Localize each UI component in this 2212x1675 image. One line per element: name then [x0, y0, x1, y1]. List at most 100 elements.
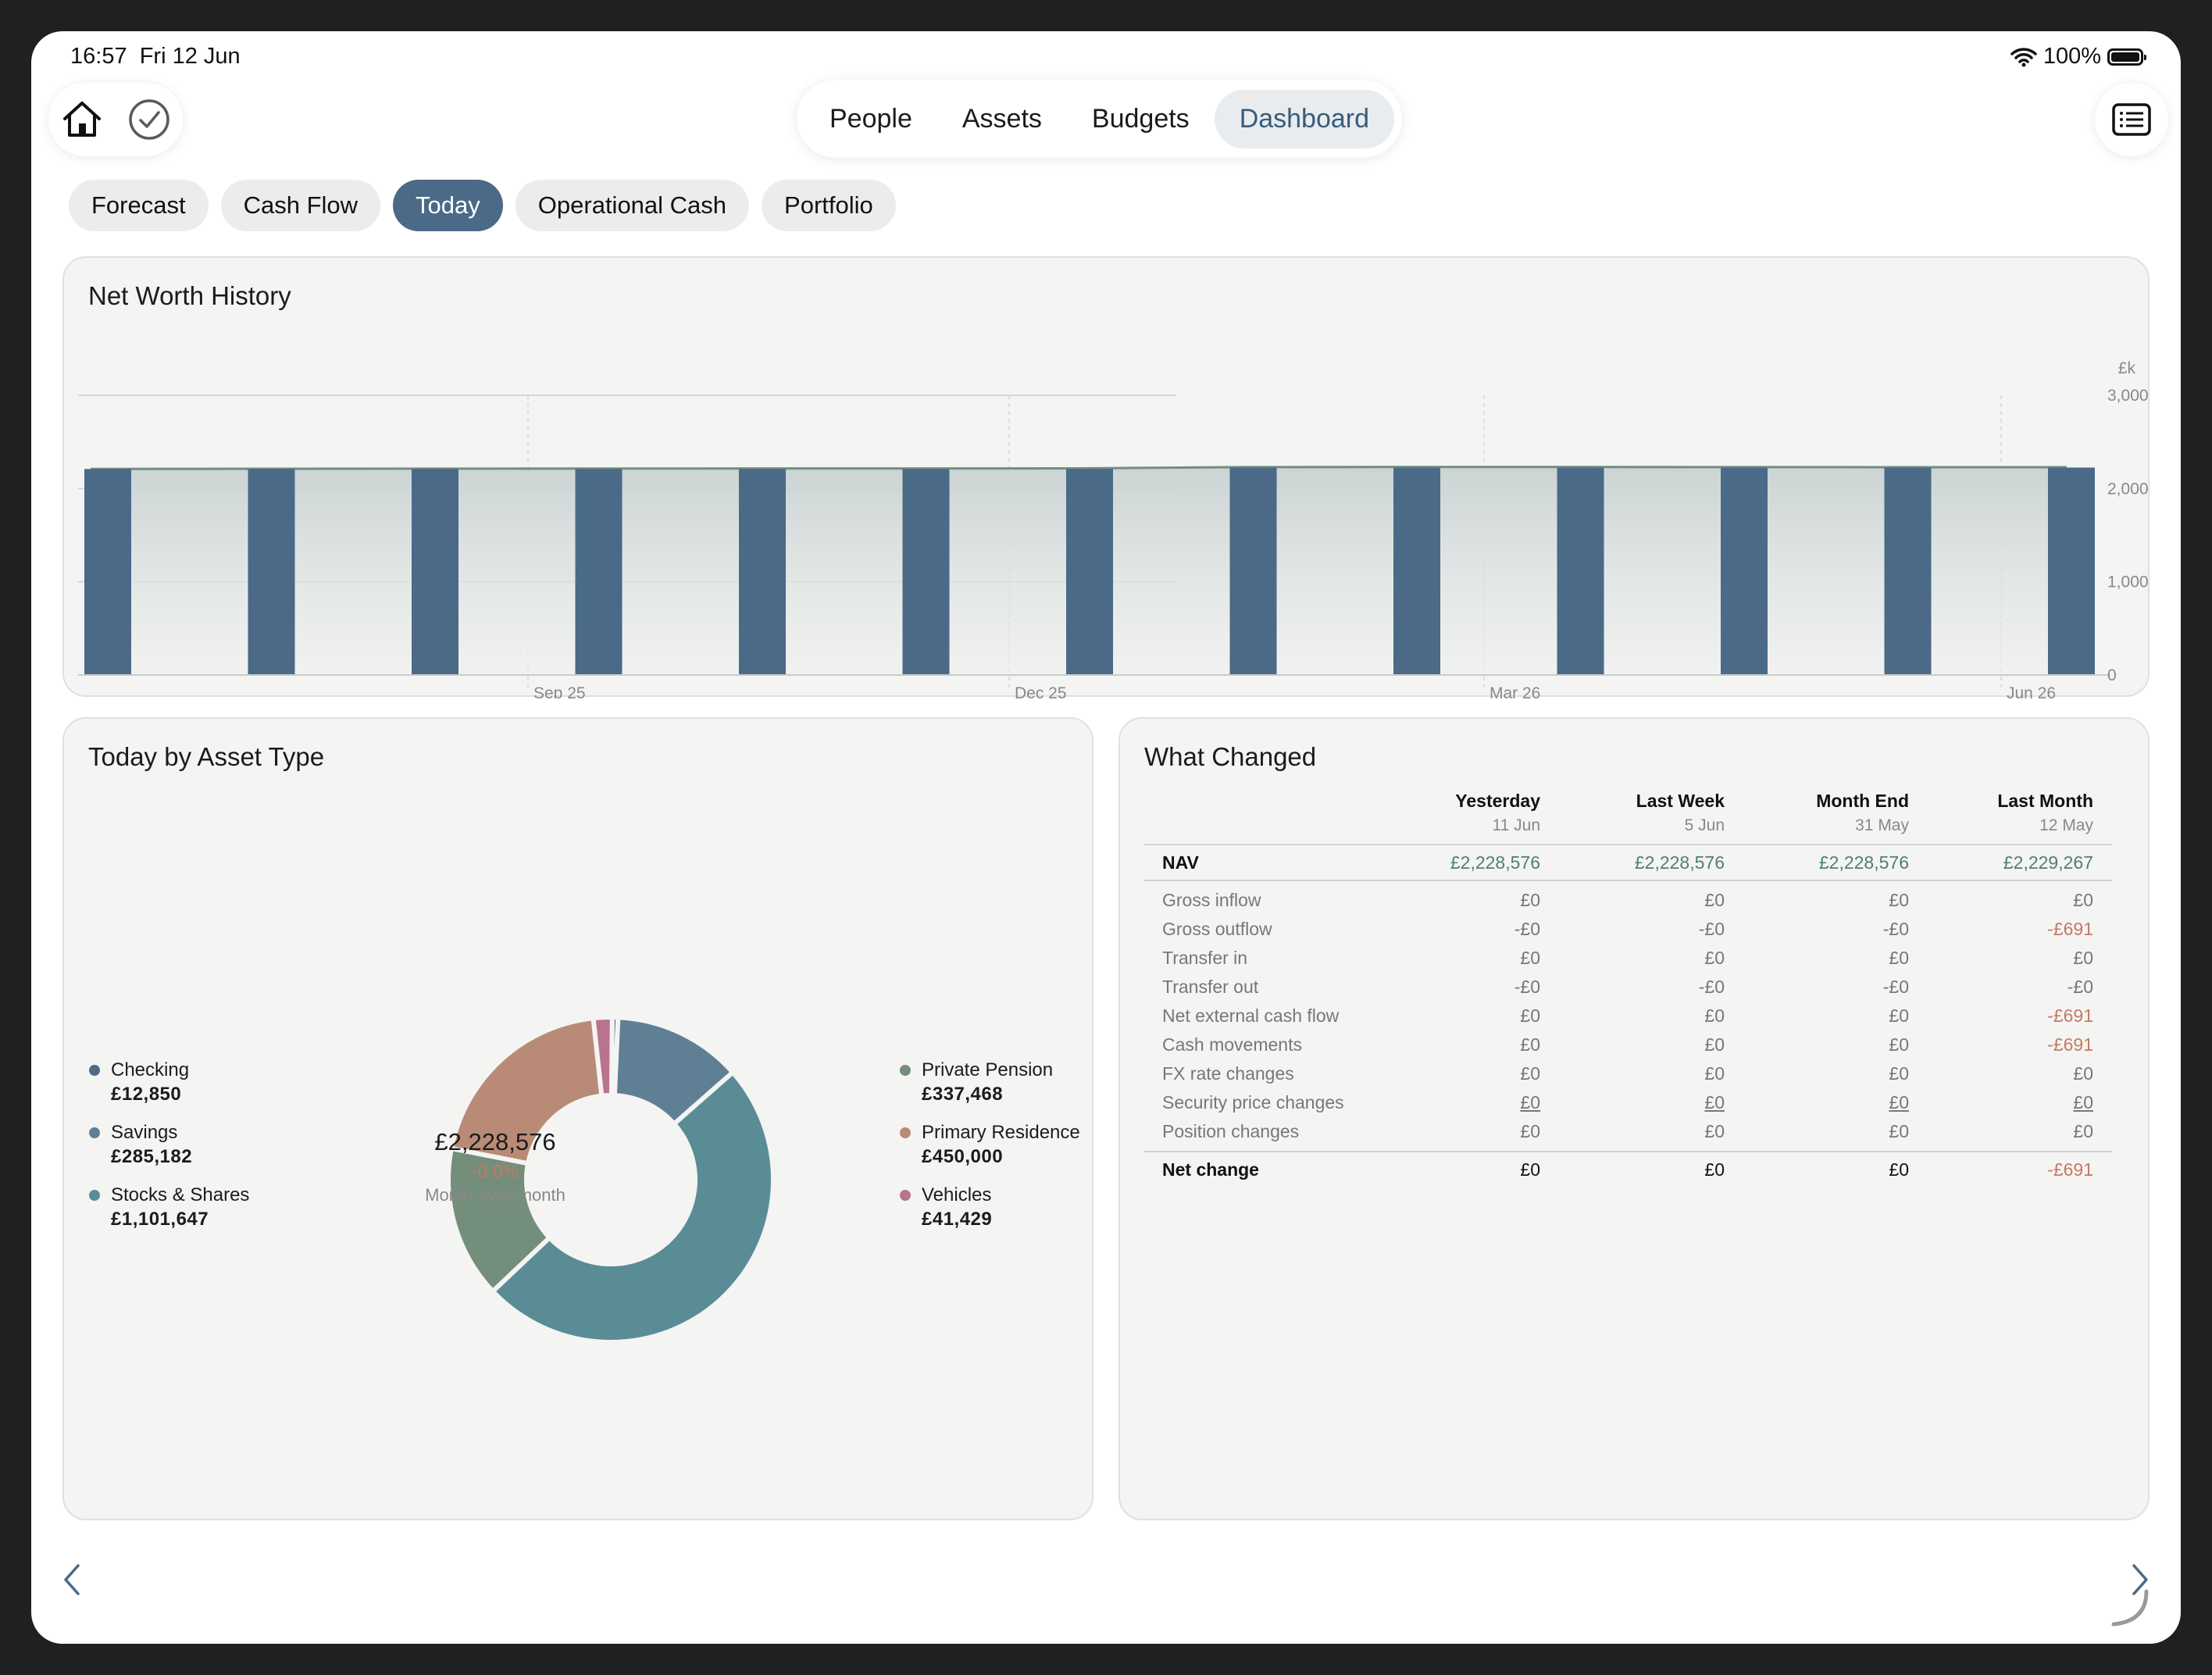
legend-dot: [89, 1065, 100, 1076]
legend-value: £1,101,647: [111, 1209, 209, 1230]
column-date: 5 Jun: [1684, 816, 1725, 834]
x-tick-label: Sep 25: [533, 684, 586, 698]
status-date: Fri 12 Jun: [139, 44, 241, 69]
row-value: -£0: [1882, 919, 1909, 939]
row-value: £0: [1704, 1159, 1725, 1180]
bar: [412, 469, 458, 675]
quick-actions: [48, 83, 183, 156]
list-view-button[interactable]: [2095, 83, 2168, 156]
legend-name: Savings: [111, 1122, 178, 1143]
row-value: £2,229,267: [2003, 852, 2093, 873]
x-tick-label: Mar 26: [1490, 684, 1540, 698]
row-label: Gross inflow: [1162, 890, 1261, 910]
bar: [739, 469, 786, 675]
row-value: £0: [1520, 1063, 1540, 1084]
tab-dashboard[interactable]: Dashboard: [1214, 89, 1395, 148]
column-date: 11 Jun: [1492, 816, 1541, 834]
row-value: £0: [1520, 948, 1540, 968]
row-value: £0: [1520, 890, 1540, 910]
row-label: FX rate changes: [1162, 1063, 1294, 1084]
row-value: -£0: [1882, 977, 1909, 997]
row-label: Position changes: [1162, 1121, 1300, 1141]
row-value: £2,228,576: [1450, 852, 1540, 873]
net-worth-title: Net Worth History: [88, 281, 291, 310]
row-value: £0: [1704, 948, 1725, 968]
table-row: Transfer in £0 £0 £0 £0: [1143, 944, 2112, 973]
row-value: £0: [1889, 1063, 1909, 1084]
what-changed-card: What Changed Yesterday 11 Jun Last Week 5 J…: [1118, 717, 2150, 1520]
column-header: Month End 31 May: [1737, 791, 1909, 835]
checkmark-circle-icon[interactable]: [128, 98, 170, 141]
legend-dot: [89, 1127, 100, 1138]
bar: [1884, 467, 1932, 675]
tab-people[interactable]: People: [830, 103, 912, 134]
resize-handle-icon[interactable]: [2110, 1588, 2150, 1631]
row-label: Transfer in: [1162, 948, 1248, 968]
segment-cash-flow[interactable]: Cash Flow: [220, 180, 381, 231]
row-label: Cash movements: [1162, 1034, 1302, 1055]
table-row: Position changes £0 £0 £0 £0: [1143, 1117, 2112, 1146]
next-page-button[interactable]: [2129, 1562, 2151, 1601]
legend-name: Stocks & Shares: [111, 1184, 250, 1205]
row-value: -£691: [2047, 1005, 2093, 1026]
home-icon[interactable]: [61, 100, 103, 139]
tab-assets[interactable]: Assets: [962, 103, 1042, 134]
donut-change: -0.0%: [471, 1161, 519, 1181]
status-time-value: 16:57: [70, 44, 127, 69]
row-value: -£0: [1514, 977, 1540, 997]
x-tick-label: Dec 25: [1015, 684, 1067, 698]
asset-type-card: Today by Asset Type Checking £12,850 Savin…: [62, 717, 1094, 1520]
y-tick-label: 1,000: [2107, 573, 2149, 591]
column-name: Last Week: [1636, 791, 1725, 811]
row-value: £0: [1520, 1092, 1540, 1112]
segment-operational-cash[interactable]: Operational Cash: [515, 180, 750, 231]
row-value: £0: [1704, 890, 1725, 910]
legend-name: Primary Residence: [922, 1122, 1080, 1143]
legend-dot: [900, 1190, 911, 1201]
bar: [84, 469, 131, 675]
bar: [1229, 467, 1277, 675]
segment-today[interactable]: Today: [393, 180, 503, 231]
what-changed-table: Yesterday 11 Jun Last Week 5 Jun Month End 31…: [1143, 791, 2112, 1187]
table-row: Net external cash flow £0 £0 £0 -£691: [1143, 1002, 2112, 1030]
row-value: £0: [1889, 1121, 1909, 1141]
segment-forecast[interactable]: Forecast: [69, 180, 209, 231]
legend-value: £285,182: [111, 1146, 193, 1167]
top-nav: People Assets Budgets Dashboard: [797, 80, 1403, 158]
row-value: £0: [2073, 948, 2093, 968]
net-worth-chart: £k 3,000 2,000 1,000 0 Sep 25 Dec 25 Mar 26 Jun …: [78, 359, 2149, 698]
legend-dot: [900, 1127, 911, 1138]
row-value: £0: [1520, 1005, 1540, 1026]
row-label: NAV: [1162, 852, 1199, 873]
previous-page-button[interactable]: [61, 1562, 83, 1601]
column-header: Last Week 5 Jun: [1553, 791, 1725, 835]
bar: [1721, 467, 1768, 675]
row-value: £0: [2073, 1121, 2093, 1141]
y-tick-label: 2,000: [2107, 480, 2149, 498]
table-row: Gross inflow £0 £0 £0 £0: [1143, 886, 2112, 915]
row-label: Gross outflow: [1162, 919, 1272, 939]
table-header: Yesterday 11 Jun Last Week 5 Jun Month End 31…: [1143, 791, 2112, 844]
bar: [1557, 467, 1604, 675]
column-header: Yesterday 11 Jun: [1368, 791, 1540, 835]
y-tick-labels: £k 3,000 2,000 1,000 0: [2107, 359, 2149, 684]
list-icon: [2112, 103, 2151, 136]
row-value: £0: [1704, 1063, 1725, 1084]
table-row: Cash movements £0 £0 £0 -£691: [1143, 1030, 2112, 1059]
tab-budgets[interactable]: Budgets: [1091, 103, 1190, 134]
table-row: FX rate changes £0 £0 £0 £0: [1143, 1059, 2112, 1088]
legend-name: Checking: [111, 1059, 190, 1080]
row-value: £0: [1889, 1159, 1909, 1180]
y-tick-label: 0: [2107, 666, 2117, 684]
segment-portfolio[interactable]: Portfolio: [762, 180, 896, 231]
row-value: £0: [1704, 1092, 1725, 1112]
x-tick-label: Jun 26: [2007, 684, 2056, 698]
row-value: £0: [2073, 1092, 2093, 1112]
x-tick-labels: Sep 25 Dec 25 Mar 26 Jun 26: [533, 684, 2056, 698]
table-row-nav: NAV £2,228,576 £2,228,576 £2,228,576 £2,229,…: [1143, 844, 2112, 881]
dashboard-segments: Forecast Cash Flow Today Operational Cas…: [69, 180, 896, 231]
row-value: £0: [1520, 1159, 1540, 1180]
row-value: -£691: [2047, 1034, 2093, 1055]
row-value: £2,228,576: [1818, 852, 1909, 873]
table-row: Transfer out -£0 -£0 -£0 -£0: [1143, 973, 2112, 1002]
